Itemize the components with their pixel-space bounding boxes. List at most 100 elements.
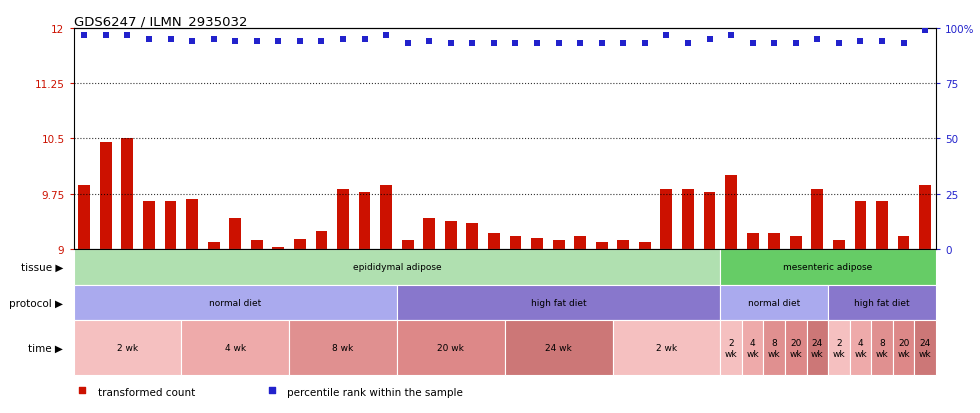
Text: 4
wk: 4 wk (747, 338, 759, 358)
Point (400, 41, 416, 47)
Bar (742, 321, 763, 375)
Point (120, 32, 135, 39)
Bar (919, 185, 931, 249)
Point (74, 387, 90, 394)
Bar (828, 285, 936, 321)
Bar (181, 321, 289, 375)
Bar (704, 193, 715, 249)
Bar (445, 221, 457, 249)
Point (637, 41, 653, 47)
Point (896, 41, 911, 47)
Point (809, 37, 825, 43)
Bar (510, 236, 521, 249)
Point (917, 28, 933, 34)
Bar (768, 233, 780, 249)
Point (659, 32, 674, 39)
Bar (466, 223, 478, 249)
Bar (488, 233, 500, 249)
Bar (785, 321, 807, 375)
Point (76, 32, 92, 39)
Bar (208, 242, 220, 249)
Bar (807, 321, 828, 375)
Point (766, 41, 782, 47)
Bar (122, 139, 133, 249)
Bar (725, 176, 737, 249)
Text: normal diet: normal diet (209, 298, 262, 307)
Bar (74, 249, 720, 285)
Point (529, 41, 545, 47)
Bar (850, 321, 871, 375)
Bar (397, 285, 720, 321)
Bar (186, 199, 198, 249)
Text: transformed count: transformed count (98, 387, 195, 397)
Point (465, 41, 480, 47)
Point (508, 41, 523, 47)
Point (594, 41, 610, 47)
Text: 20
wk: 20 wk (898, 338, 909, 358)
Point (163, 37, 178, 43)
Bar (531, 238, 543, 249)
Bar (855, 202, 866, 249)
Text: high fat diet: high fat diet (855, 298, 909, 307)
Bar (143, 202, 155, 249)
Text: 8
wk: 8 wk (768, 338, 780, 358)
Bar (380, 185, 392, 249)
Bar (359, 193, 370, 249)
Bar (74, 285, 397, 321)
Point (378, 32, 394, 39)
Bar (316, 231, 327, 249)
Point (206, 37, 221, 43)
Point (788, 41, 804, 47)
Point (292, 39, 308, 45)
Text: 4 wk: 4 wk (224, 344, 246, 352)
Text: 4
wk: 4 wk (855, 338, 866, 358)
Bar (251, 240, 263, 249)
Bar (763, 321, 785, 375)
Bar (876, 202, 888, 249)
Bar (596, 242, 608, 249)
Text: 2 wk: 2 wk (117, 344, 138, 352)
Bar (893, 321, 914, 375)
Point (443, 41, 459, 47)
Point (264, 387, 279, 394)
Text: 24 wk: 24 wk (545, 344, 572, 352)
Point (615, 41, 631, 47)
Bar (505, 321, 612, 375)
Bar (811, 189, 823, 249)
Point (184, 39, 200, 45)
Bar (294, 239, 306, 249)
Bar (833, 240, 845, 249)
Point (572, 41, 588, 47)
Text: 2
wk: 2 wk (725, 338, 737, 358)
Bar (720, 321, 742, 375)
Bar (682, 189, 694, 249)
Bar (871, 321, 893, 375)
Bar (423, 218, 435, 249)
Text: 24
wk: 24 wk (811, 338, 823, 358)
Point (853, 39, 868, 45)
Bar (661, 189, 672, 249)
Text: high fat diet: high fat diet (531, 298, 586, 307)
Bar (612, 321, 720, 375)
Bar (78, 185, 90, 249)
Point (421, 39, 437, 45)
Point (874, 39, 890, 45)
Bar (790, 236, 802, 249)
Bar (165, 202, 176, 249)
Text: 20
wk: 20 wk (790, 338, 802, 358)
Text: GDS6247 / ILMN_2935032: GDS6247 / ILMN_2935032 (74, 15, 247, 28)
Point (486, 41, 502, 47)
Point (831, 41, 847, 47)
Bar (639, 242, 651, 249)
Bar (747, 233, 759, 249)
Text: percentile rank within the sample: percentile rank within the sample (287, 387, 464, 397)
Bar (397, 321, 505, 375)
Point (314, 39, 329, 45)
Point (249, 39, 265, 45)
Point (270, 39, 286, 45)
Bar (617, 240, 629, 249)
Bar (828, 321, 850, 375)
Text: protocol ▶: protocol ▶ (9, 298, 63, 308)
Point (227, 39, 243, 45)
Point (551, 41, 566, 47)
